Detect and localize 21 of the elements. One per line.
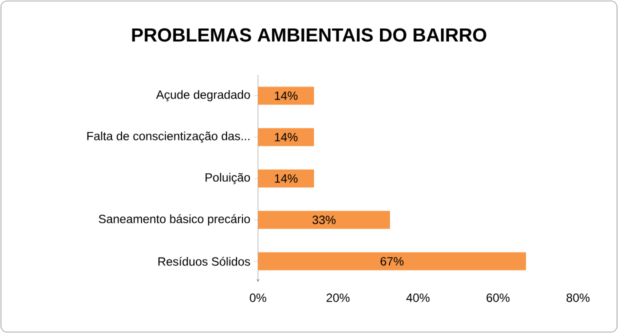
bar: [258, 210, 390, 229]
x-tick-label: 0%: [250, 294, 266, 302]
x-tick-label: 20%: [326, 294, 350, 302]
data-label: 33%: [312, 216, 336, 224]
data-label: 14%: [274, 132, 298, 142]
data-label: 67%: [380, 257, 404, 266]
y-tick-label: Saneamento básico precário: [98, 214, 250, 226]
chart-title: PROBLEMAS AMBIENTAIS DO BAIRRO: [132, 28, 486, 42]
x-tick-label: 40%: [406, 294, 430, 302]
x-tick-label: 60%: [486, 294, 510, 302]
x-tick-label: 80%: [566, 294, 590, 302]
y-tick-label: Resíduos Sólidos: [158, 256, 250, 266]
y-tick-label: Falta de conscientização das...: [87, 132, 250, 143]
bar: [258, 170, 314, 188]
data-label: 14%: [274, 174, 298, 183]
y-tick-label: Poluição: [206, 172, 250, 184]
y-tick-label: Açude degradado: [156, 90, 250, 102]
bar: [258, 86, 314, 105]
bar: [258, 252, 526, 270]
bar: [258, 128, 314, 146]
data-label: 14%: [274, 92, 298, 100]
